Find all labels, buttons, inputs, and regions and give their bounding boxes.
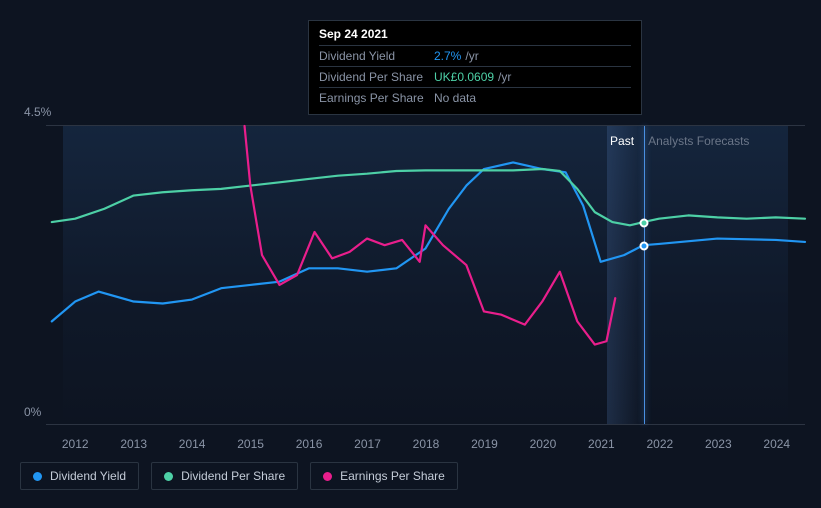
legend-label: Dividend Per Share: [181, 469, 285, 483]
legend-item[interactable]: Earnings Per Share: [310, 462, 458, 490]
series-line: [245, 126, 616, 345]
y-axis-bottom-label: 0%: [24, 405, 41, 419]
series-line: [52, 162, 805, 321]
legend-swatch: [323, 472, 332, 481]
x-tick: 2012: [62, 437, 89, 451]
legend-item[interactable]: Dividend Per Share: [151, 462, 298, 490]
x-tick: 2018: [413, 437, 440, 451]
tooltip-row-label: Dividend Per Share: [319, 70, 434, 84]
tooltip-row: Dividend Yield2.7% /yr: [319, 45, 631, 66]
x-tick: 2023: [705, 437, 732, 451]
legend-swatch: [164, 472, 173, 481]
x-tick: 2022: [646, 437, 673, 451]
cursor-line: [644, 126, 645, 424]
x-tick: 2015: [237, 437, 264, 451]
tooltip-row-label: Dividend Yield: [319, 49, 434, 63]
tooltip-row-label: Earnings Per Share: [319, 91, 434, 105]
x-tick: 2013: [120, 437, 147, 451]
x-tick: 2016: [296, 437, 323, 451]
plot-area[interactable]: Past Analysts Forecasts: [46, 125, 805, 425]
legend-label: Dividend Yield: [50, 469, 126, 483]
tooltip-row-value: 2.7%: [434, 49, 461, 63]
chart-legend: Dividend Yield Dividend Per Share Earnings…: [20, 462, 458, 490]
x-tick: 2021: [588, 437, 615, 451]
chart-tooltip: Sep 24 2021 Dividend Yield2.7%/yrDividen…: [308, 20, 642, 115]
legend-label: Earnings Per Share: [340, 469, 445, 483]
tooltip-row-unit: /yr: [465, 49, 478, 63]
forecast-label: Analysts Forecasts: [648, 134, 749, 148]
x-axis: 2012 2013 2014 2015 2016 2017 2018 2019 2020 2021…: [46, 433, 805, 455]
past-label: Past: [610, 134, 634, 148]
tooltip-date: Sep 24 2021: [319, 27, 631, 45]
x-tick: 2014: [179, 437, 206, 451]
past-future-labels: Past Analysts Forecasts: [610, 134, 749, 148]
tooltip-row: Earnings Per ShareNo data: [319, 87, 631, 108]
x-tick: 2017: [354, 437, 381, 451]
series-marker: [640, 242, 649, 251]
legend-swatch: [33, 472, 42, 481]
chart-lines: [46, 126, 805, 424]
series-marker: [640, 218, 649, 227]
y-axis-top-label: 4.5%: [24, 105, 51, 119]
legend-item[interactable]: Dividend Yield: [20, 462, 139, 490]
series-line: [52, 169, 805, 225]
x-tick: 2019: [471, 437, 498, 451]
tooltip-row-value: UK£0.0609: [434, 70, 494, 84]
tooltip-row-value: No data: [434, 91, 476, 105]
x-tick: 2020: [530, 437, 557, 451]
tooltip-row-unit: /yr: [498, 70, 511, 84]
tooltip-row: Dividend Per ShareUK£0.0609/yr: [319, 66, 631, 87]
x-tick: 2024: [763, 437, 790, 451]
